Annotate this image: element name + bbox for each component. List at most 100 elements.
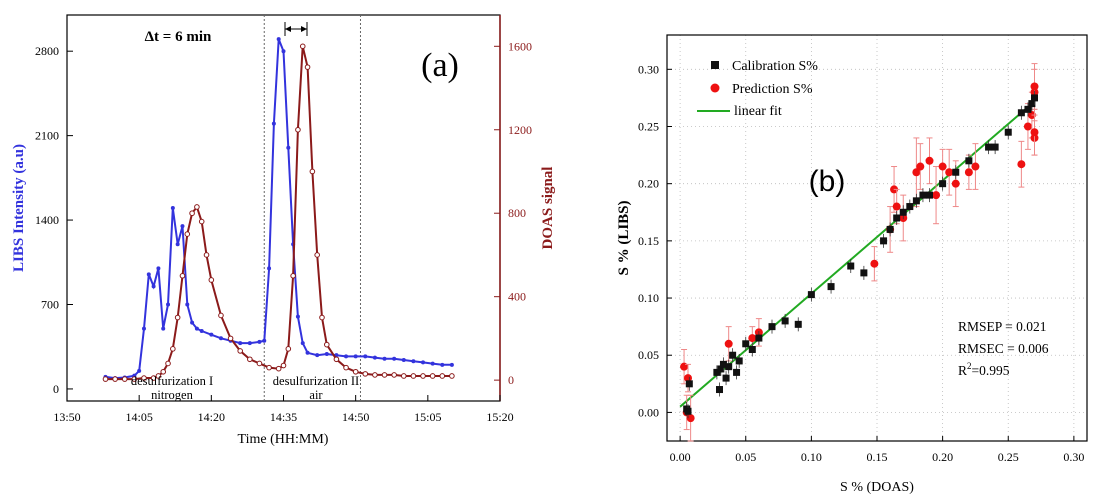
prediction-point	[932, 191, 941, 200]
calibration-point	[755, 334, 763, 342]
prediction-point	[964, 168, 973, 177]
x-tick-label: 0.05	[735, 450, 756, 464]
region-2-gas: air	[309, 388, 323, 402]
calibration-point	[713, 368, 721, 376]
right-tick-label: 1200	[508, 123, 532, 137]
libs-point	[276, 37, 281, 42]
doas-point	[362, 371, 369, 377]
doas-point	[150, 375, 157, 381]
x-tick-label: 14:20	[198, 410, 225, 424]
rmsec-label: RMSEC = 0.006	[958, 341, 1049, 356]
calibration-point	[1024, 105, 1032, 113]
libs-point	[382, 356, 387, 361]
region-1-gas: nitrogen	[151, 388, 193, 402]
legend-prediction-marker	[710, 83, 720, 93]
left-tick-label: 2100	[35, 129, 59, 143]
calibration-point	[733, 368, 741, 376]
calibration-point	[847, 262, 855, 270]
libs-point	[449, 362, 454, 367]
prediction-point	[1030, 82, 1039, 91]
libs-point	[353, 354, 358, 359]
calibration-point	[939, 180, 947, 188]
panel-a-right-axis-label: DOAS signal	[540, 167, 556, 250]
prediction-point	[912, 168, 921, 177]
doas-point	[420, 373, 426, 379]
left-tick-label: 0	[53, 382, 59, 396]
libs-point	[209, 332, 214, 337]
panel-a-left-axis: 0 700 1400 2100 2800	[35, 44, 73, 396]
region-2-label: desulfurization II	[273, 374, 359, 388]
doas-point	[227, 335, 234, 342]
panel-a: 0 700 1400 2100 2800 0 400 800 1200 1600 13:50 14…	[11, 14, 556, 447]
calibration-point	[1031, 94, 1038, 102]
doas-point	[141, 375, 147, 381]
panel-b: 0.00 0.05 0.10 0.15 0.20 0.25 0.30 0.00 0.05 0.1…	[616, 34, 1088, 495]
doas-point	[343, 364, 349, 371]
libs-point	[372, 355, 377, 360]
calibration-point	[919, 191, 927, 199]
doas-point	[121, 376, 128, 382]
libs-point	[344, 354, 349, 359]
prediction-point	[1023, 122, 1032, 131]
left-tick-label: 1400	[35, 213, 59, 227]
legend-fit-label: linear fit	[734, 104, 782, 119]
calibration-point	[685, 380, 693, 388]
y-tick-label: 0.00	[638, 405, 659, 419]
calibration-point	[742, 340, 750, 348]
panel-b-legend: Calibration S% Prediction S% linear fit	[697, 59, 818, 119]
doas-point	[203, 252, 210, 258]
doas-point	[170, 346, 176, 352]
doas-point	[174, 314, 181, 321]
calibration-point	[880, 237, 888, 245]
libs-point	[262, 338, 267, 343]
calibration-point	[991, 143, 999, 151]
delta-t-arrow	[284, 22, 308, 36]
doas-point	[256, 360, 263, 367]
prediction-point	[1017, 160, 1026, 169]
libs-point	[190, 320, 195, 325]
panel-a-right-axis: 0 400 800 1200 1600	[494, 15, 532, 401]
calibration-point	[768, 323, 776, 331]
doas-point	[439, 373, 446, 379]
libs-point	[315, 353, 320, 358]
doas-point	[295, 126, 301, 133]
panel-b-x-axis: 0.00 0.05 0.10 0.15 0.20 0.25 0.30	[670, 436, 1084, 464]
calibration-point	[735, 357, 743, 365]
doas-point	[218, 312, 224, 319]
libs-point	[170, 206, 175, 210]
libs-point	[180, 224, 185, 229]
prediction-point	[945, 168, 954, 177]
panel-b-calibration-series	[683, 90, 1038, 419]
libs-point	[161, 326, 166, 331]
doas-point	[372, 372, 378, 378]
y-tick-label: 0.15	[638, 234, 659, 248]
x-tick-label: 0.30	[1063, 450, 1084, 464]
calibration-point	[725, 363, 733, 371]
x-tick-label: 0.10	[801, 450, 822, 464]
rmsep-label: RMSEP = 0.021	[958, 319, 1047, 334]
libs-point	[430, 361, 435, 366]
prediction-point	[971, 162, 980, 171]
doas-point	[352, 368, 359, 375]
doas-point	[189, 210, 195, 217]
x-tick-label: 15:20	[486, 410, 513, 424]
calibration-point	[985, 143, 993, 151]
doas-point	[299, 43, 306, 50]
libs-point	[151, 284, 156, 289]
doas-point	[400, 373, 407, 379]
calibration-point	[719, 360, 727, 368]
right-tick-label: 0	[508, 373, 514, 387]
libs-point	[286, 145, 291, 150]
libs-point	[156, 266, 161, 271]
libs-point	[218, 336, 223, 341]
y-tick-label: 0.05	[638, 348, 659, 362]
x-tick-label: 0.15	[867, 450, 888, 464]
calibration-point	[965, 157, 973, 165]
doas-point	[184, 231, 191, 237]
right-tick-label: 1600	[508, 39, 532, 53]
doas-point	[179, 273, 186, 279]
y-tick-label: 0.30	[638, 62, 659, 76]
libs-point	[401, 357, 406, 362]
libs-point	[281, 49, 286, 54]
prediction-point	[748, 334, 757, 343]
